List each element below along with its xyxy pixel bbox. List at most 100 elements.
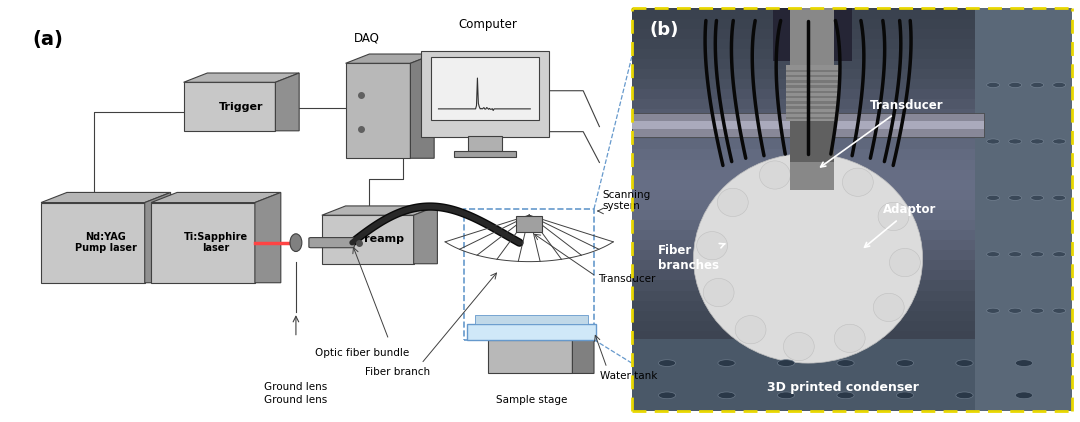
Bar: [632, 401, 1072, 411]
Text: Adaptor: Adaptor: [864, 203, 936, 247]
Ellipse shape: [874, 293, 904, 322]
Bar: [632, 271, 1072, 281]
Polygon shape: [322, 206, 437, 215]
Circle shape: [1015, 360, 1032, 366]
Bar: [786, 80, 838, 83]
Bar: [632, 371, 1072, 381]
Polygon shape: [414, 206, 437, 264]
Bar: [632, 79, 1072, 89]
Ellipse shape: [842, 168, 874, 196]
Bar: [468, 136, 502, 152]
Bar: [632, 8, 1072, 411]
Circle shape: [778, 392, 795, 399]
Bar: [632, 290, 1072, 300]
Bar: [632, 200, 1072, 210]
Bar: [786, 111, 838, 114]
Bar: [632, 19, 1072, 29]
Bar: [786, 106, 838, 109]
Circle shape: [1030, 308, 1043, 313]
Polygon shape: [41, 192, 171, 203]
FancyBboxPatch shape: [322, 215, 414, 264]
Polygon shape: [151, 192, 281, 203]
Bar: [632, 250, 1072, 260]
Circle shape: [1009, 139, 1022, 144]
Bar: [632, 331, 1072, 341]
Polygon shape: [145, 192, 171, 283]
Bar: [464, 209, 594, 340]
Bar: [475, 315, 588, 324]
Ellipse shape: [703, 279, 734, 307]
Bar: [786, 85, 838, 88]
Circle shape: [837, 360, 854, 366]
Circle shape: [778, 360, 795, 366]
Bar: [791, 121, 835, 162]
Text: Optic fiber bundle: Optic fiber bundle: [314, 348, 409, 358]
Circle shape: [659, 360, 676, 366]
Bar: [454, 151, 516, 157]
Bar: [632, 321, 1072, 331]
Circle shape: [1015, 392, 1032, 399]
Bar: [632, 220, 1072, 230]
Circle shape: [896, 392, 914, 399]
Circle shape: [1053, 195, 1066, 200]
Text: DAQ: DAQ: [354, 31, 380, 44]
FancyBboxPatch shape: [184, 82, 275, 131]
Bar: [632, 49, 1072, 59]
Polygon shape: [275, 73, 299, 131]
Bar: [632, 230, 1072, 240]
Bar: [632, 190, 1072, 200]
Circle shape: [987, 139, 1000, 144]
Circle shape: [659, 392, 676, 399]
Text: Fiber branch: Fiber branch: [365, 367, 430, 377]
Text: Computer: Computer: [459, 18, 517, 31]
Bar: [632, 381, 1072, 391]
Bar: [516, 216, 542, 232]
Circle shape: [987, 82, 1000, 87]
Ellipse shape: [783, 333, 814, 361]
Text: Ground lens: Ground lens: [265, 395, 327, 405]
Circle shape: [1009, 308, 1022, 313]
Text: Transducer: Transducer: [598, 274, 656, 284]
Bar: [791, 8, 835, 190]
Ellipse shape: [717, 188, 748, 216]
Circle shape: [956, 392, 973, 399]
Ellipse shape: [878, 202, 909, 230]
Bar: [773, 8, 852, 61]
Circle shape: [837, 392, 854, 399]
Ellipse shape: [834, 324, 865, 352]
Bar: [786, 75, 838, 77]
FancyBboxPatch shape: [309, 238, 354, 248]
Bar: [632, 311, 1072, 321]
Bar: [632, 113, 984, 138]
Text: Trigger: Trigger: [219, 102, 264, 111]
Text: (b): (b): [649, 21, 678, 39]
Ellipse shape: [697, 232, 728, 260]
Ellipse shape: [735, 316, 766, 344]
Circle shape: [896, 360, 914, 366]
FancyBboxPatch shape: [488, 340, 572, 373]
Circle shape: [1053, 308, 1066, 313]
Bar: [786, 117, 838, 119]
Bar: [786, 91, 838, 93]
FancyBboxPatch shape: [346, 63, 410, 158]
Bar: [632, 149, 1072, 160]
Polygon shape: [184, 73, 299, 82]
Bar: [632, 59, 1072, 69]
Text: Fiber
branches: Fiber branches: [658, 243, 725, 272]
Text: Nd:YAG
Pump laser: Nd:YAG Pump laser: [75, 232, 137, 254]
Bar: [632, 260, 1072, 271]
Ellipse shape: [793, 156, 823, 184]
Bar: [632, 391, 1072, 401]
Bar: [632, 109, 1072, 119]
Bar: [421, 51, 549, 137]
Polygon shape: [255, 192, 281, 283]
Polygon shape: [410, 54, 434, 158]
Circle shape: [1009, 252, 1022, 257]
Text: Transducer: Transducer: [821, 99, 943, 167]
Text: Ground lens: Ground lens: [265, 382, 327, 392]
FancyBboxPatch shape: [151, 203, 255, 283]
Polygon shape: [572, 331, 594, 373]
Bar: [632, 300, 1072, 311]
Ellipse shape: [759, 161, 791, 189]
Bar: [632, 160, 1072, 170]
